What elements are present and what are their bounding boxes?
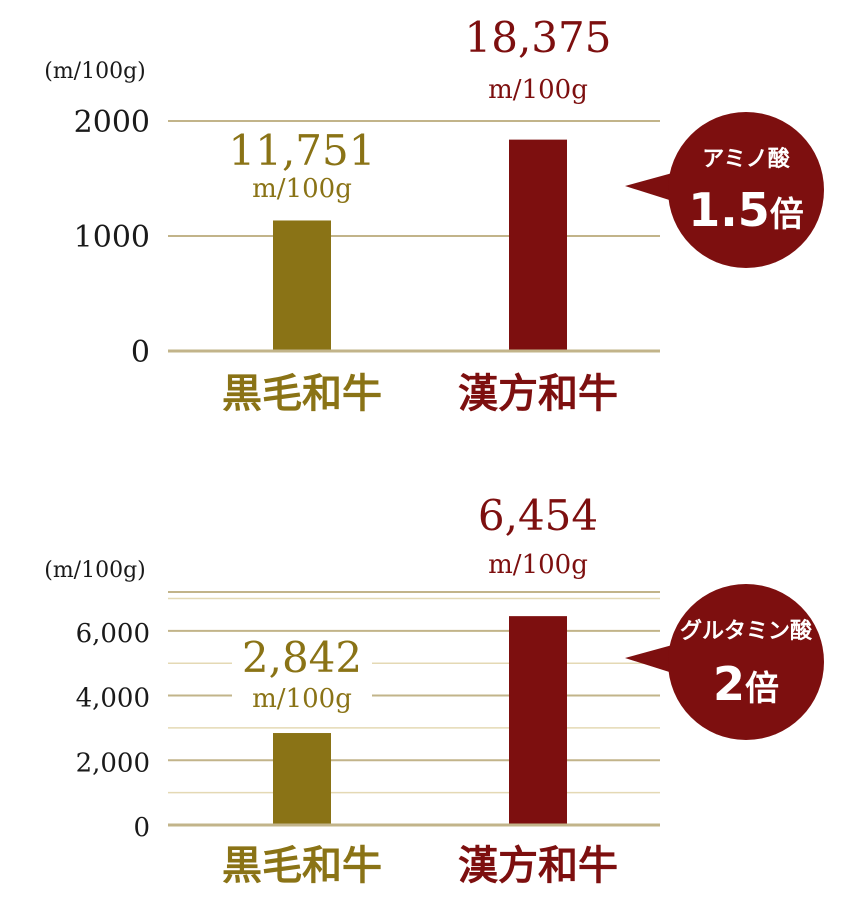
value-label-unit: m/100g	[252, 174, 352, 204]
category-label: 黒毛和牛	[222, 843, 382, 889]
value-label-backdrop	[232, 131, 372, 205]
callout-ratio-suffix: 倍	[770, 195, 804, 235]
callout-ratio: 2倍	[713, 657, 779, 711]
bar-2	[509, 616, 567, 825]
ratio-callout: グルタミン酸 2倍	[625, 584, 824, 740]
value-label-unit: m/100g	[252, 684, 352, 714]
bar-1	[273, 220, 331, 351]
category-label: 黒毛和牛	[222, 371, 382, 417]
y-tick-label: 6,000	[76, 619, 150, 649]
callout-ratio: 1.5倍	[688, 183, 804, 237]
value-label-unit: m/100g	[488, 75, 588, 105]
callout-circle	[668, 112, 824, 268]
callout-pointer	[625, 644, 682, 676]
callout-pointer	[625, 172, 682, 204]
value-label-backdrop	[232, 638, 372, 715]
callout-ratio-number: 1.5	[688, 183, 770, 237]
unit-label: (m/100g)	[44, 558, 146, 583]
y-tick-label: 2000	[74, 105, 150, 140]
category-label: 漢方和牛	[458, 371, 618, 417]
value-label-number: 2,842	[242, 633, 362, 682]
value-label-number: 6,454	[478, 491, 598, 540]
callout-title: グルタミン酸	[680, 618, 813, 644]
callout-ratio-number: 2	[713, 657, 745, 711]
callout-title: アミノ酸	[702, 147, 791, 172]
category-label: 漢方和牛	[458, 843, 618, 889]
bar-2	[509, 139, 567, 351]
y-tick-label: 4,000	[76, 684, 150, 714]
callout-ratio-suffix: 倍	[745, 669, 779, 709]
y-tick-label: 1000	[74, 220, 150, 255]
y-tick-label: 0	[131, 335, 150, 370]
value-label-number: 11,751	[229, 126, 376, 175]
bar-1	[273, 733, 331, 825]
y-tick-label: 0	[133, 813, 150, 843]
callout-circle	[668, 584, 824, 740]
y-tick-label: 2,000	[76, 748, 150, 778]
value-label-unit: m/100g	[488, 550, 588, 580]
ratio-callout: アミノ酸 1.5倍	[625, 112, 824, 268]
value-label-number: 18,375	[465, 13, 612, 62]
unit-label: (m/100g)	[44, 59, 146, 84]
